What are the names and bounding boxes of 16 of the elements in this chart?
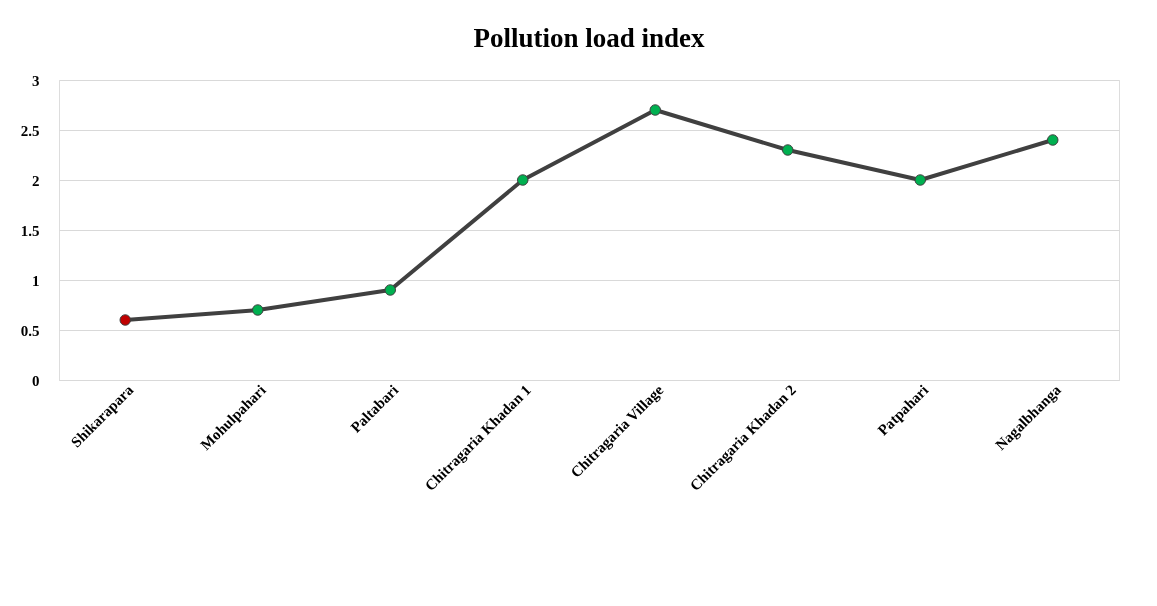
y-tick-label: 2 <box>32 172 40 189</box>
y-tick-label: 0.5 <box>20 322 40 339</box>
point <box>517 174 529 186</box>
y-tick-label: 0 <box>32 372 40 389</box>
point <box>649 104 661 116</box>
point <box>914 174 926 186</box>
point <box>252 304 264 316</box>
y-tick-label: 1.5 <box>20 222 40 239</box>
point <box>119 314 131 326</box>
y-tick-label: 3 <box>32 72 40 89</box>
point <box>384 284 396 296</box>
chart-title: Pollution load index <box>473 23 706 53</box>
point <box>782 144 794 156</box>
y-tick-label: 1 <box>32 272 40 289</box>
point <box>1047 134 1059 146</box>
y-tick-label: 2.5 <box>20 122 40 139</box>
